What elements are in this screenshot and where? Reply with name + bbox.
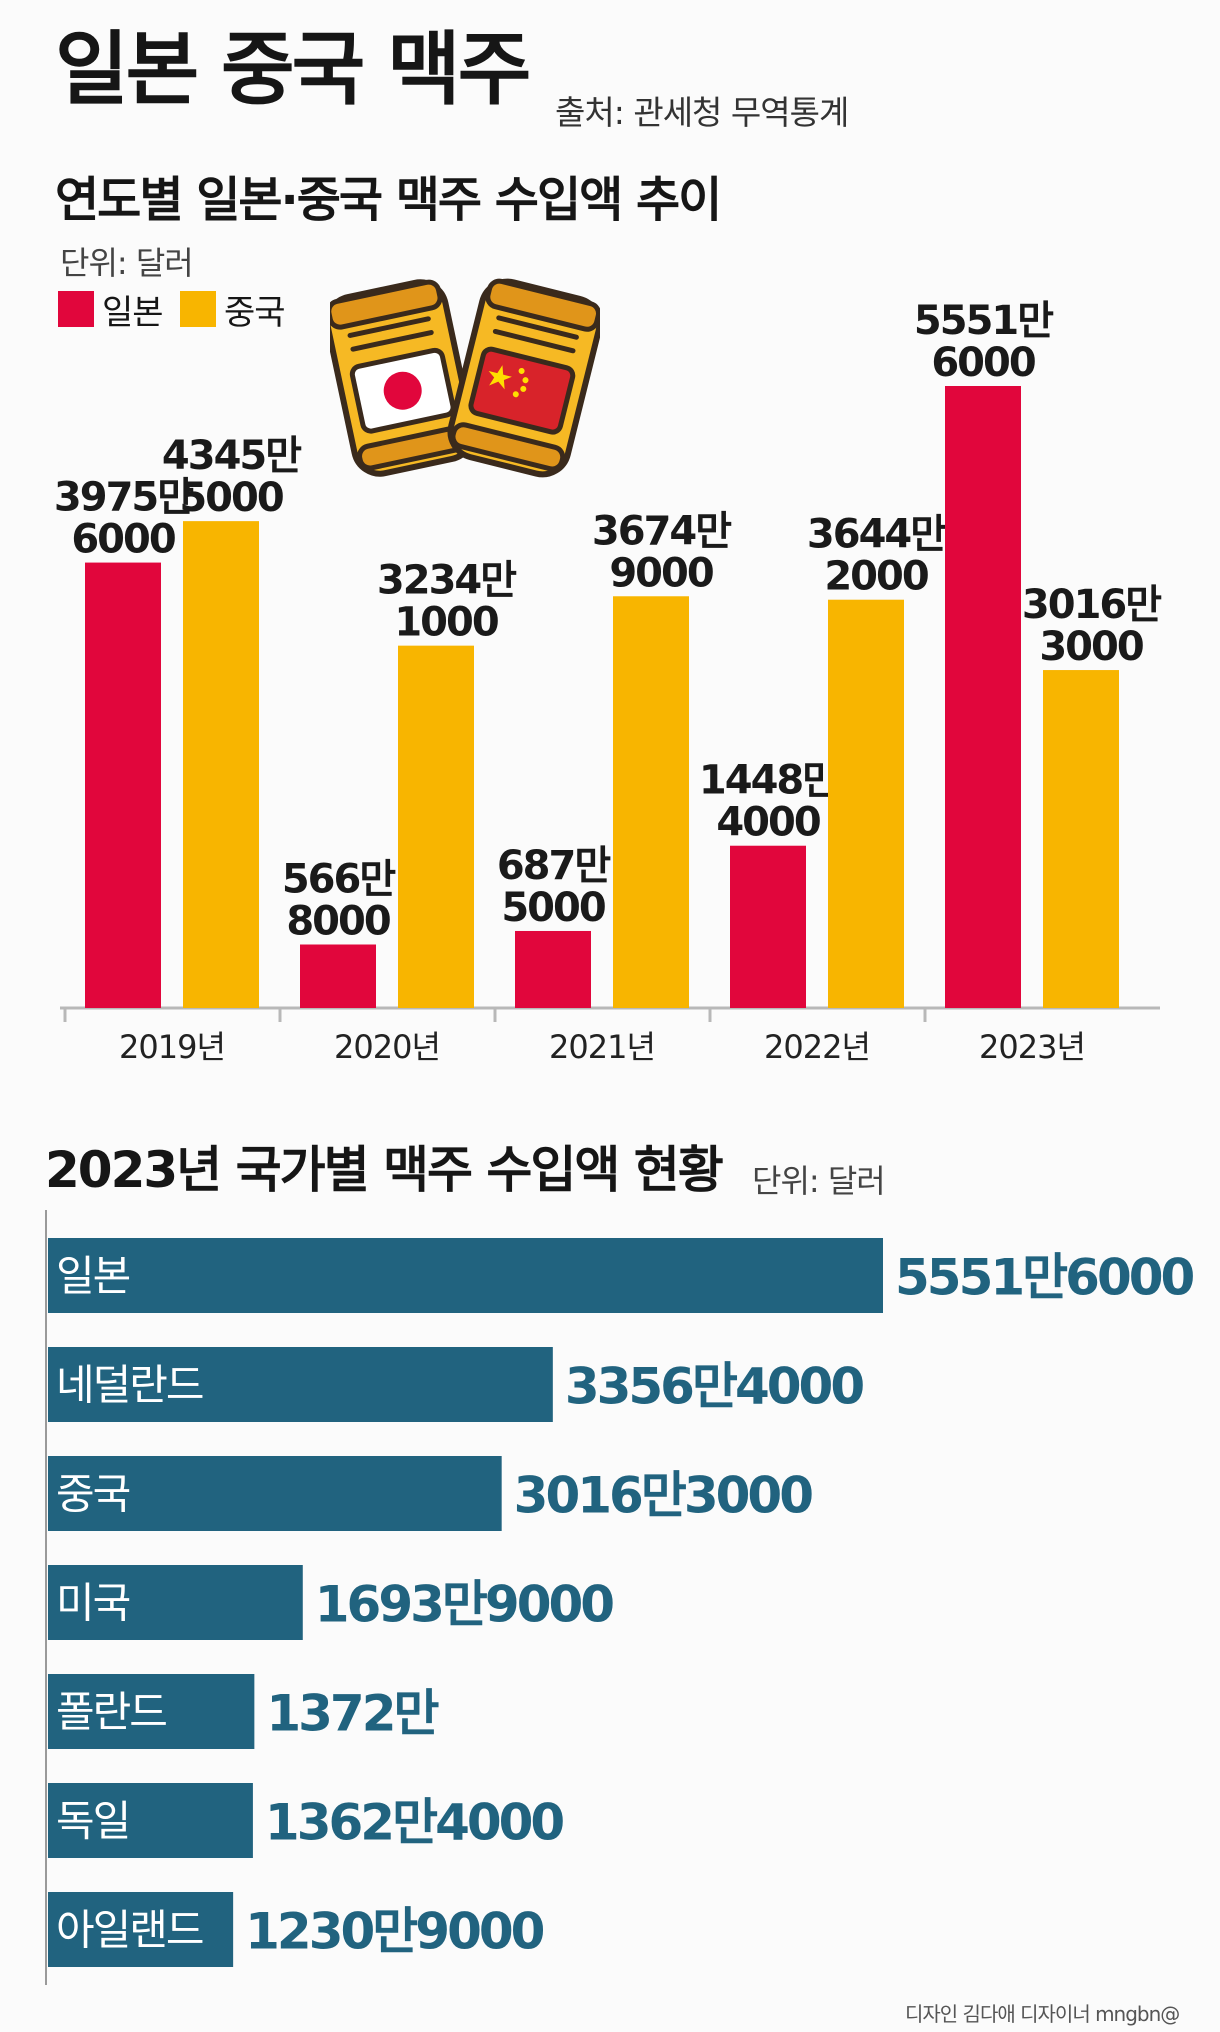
bar-country xyxy=(48,1347,553,1422)
value-label: 1230만9000 xyxy=(245,1903,544,1961)
bar-japan xyxy=(945,386,1021,1008)
country-label: 독일 xyxy=(56,1797,129,1846)
source-note: 출처: 관세청 무역통계 xyxy=(555,93,849,132)
x-tick-label: 2020년 xyxy=(334,1028,440,1066)
country-label: 폴란드 xyxy=(56,1688,166,1737)
value-label: 1362만4000 xyxy=(265,1794,564,1852)
data-label: 3234만 xyxy=(377,558,517,604)
bar-japan xyxy=(730,845,806,1008)
data-label: 9000 xyxy=(609,550,712,596)
bar-country xyxy=(48,1456,502,1531)
data-label: 6000 xyxy=(71,517,174,563)
design-credit: 디자인 김다애 디자이너 mngbn@ xyxy=(905,2002,1180,2026)
bar-china xyxy=(1043,670,1119,1008)
bar-country xyxy=(48,1892,234,1967)
japan-beer-can-icon xyxy=(330,279,476,477)
data-label: 687만 xyxy=(497,843,611,889)
data-label: 5551만 xyxy=(914,298,1054,344)
bar-japan xyxy=(515,930,591,1008)
bar-country xyxy=(48,1565,303,1640)
data-label: 1000 xyxy=(394,600,497,646)
data-label: 5000 xyxy=(179,475,282,521)
data-label: 3016만 xyxy=(1022,582,1162,628)
value-label: 3016만3000 xyxy=(514,1467,813,1525)
country-label: 네덜란드 xyxy=(56,1361,203,1410)
data-label: 3000 xyxy=(1039,624,1142,670)
data-label: 1448만 xyxy=(699,758,839,804)
chart2-title: 2023년 국가별 맥주 수입액 현황 xyxy=(45,1141,724,1199)
data-label: 4345만 xyxy=(162,433,302,479)
legend-label-japan: 일본 xyxy=(102,292,164,333)
bar-china xyxy=(183,521,259,1008)
data-label: 3975만 xyxy=(54,475,194,521)
yearly-import-bar-chart: 2019년3975만60004345만50002020년566만80003234… xyxy=(54,298,1164,1066)
x-tick-label: 2023년 xyxy=(979,1028,1085,1066)
country-label: 미국 xyxy=(56,1579,130,1628)
value-label: 3356만4000 xyxy=(565,1358,864,1416)
data-label: 8000 xyxy=(286,898,389,944)
page-title: 일본 중국 맥주 xyxy=(55,23,531,116)
country-label: 일본 xyxy=(56,1252,130,1301)
value-label: 1372만 xyxy=(266,1685,439,1743)
bar-japan xyxy=(85,562,161,1008)
chart2-unit: 단위: 달러 xyxy=(752,1162,886,1200)
x-tick-label: 2019년 xyxy=(119,1028,225,1066)
data-label: 4000 xyxy=(716,800,819,846)
beer-cans-illustration xyxy=(330,278,600,478)
legend-swatch-japan xyxy=(58,291,94,327)
bar-china xyxy=(613,596,689,1008)
data-label: 5000 xyxy=(501,885,604,931)
china-beer-can-icon xyxy=(447,278,600,478)
bar-country xyxy=(48,1783,253,1858)
bar-china xyxy=(398,645,474,1008)
legend-label-china: 중국 xyxy=(224,292,286,333)
legend-item-japan: 일본 xyxy=(58,290,164,333)
legend-item-china: 중국 xyxy=(180,290,286,333)
chart1-title: 연도별 일본·중국 맥주 수입액 추이 xyxy=(55,172,722,228)
value-label: 1693만9000 xyxy=(315,1576,614,1634)
x-tick-label: 2021년 xyxy=(549,1028,655,1066)
chart1-unit: 단위: 달러 xyxy=(60,244,194,282)
data-label: 3644만 xyxy=(807,512,947,558)
bar-country xyxy=(48,1674,255,1749)
data-label: 3674만 xyxy=(592,508,732,554)
bar-country xyxy=(48,1238,883,1313)
data-label: 566만 xyxy=(282,856,396,902)
bar-china xyxy=(828,599,904,1008)
country-label: 중국 xyxy=(56,1470,130,1519)
country-label: 아일랜드 xyxy=(56,1906,203,1955)
data-label: 2000 xyxy=(824,554,927,600)
bar-japan xyxy=(300,944,376,1008)
data-label: 6000 xyxy=(931,340,1034,386)
x-tick-label: 2022년 xyxy=(764,1028,870,1066)
value-label: 5551만6000 xyxy=(895,1249,1194,1307)
legend-swatch-china xyxy=(180,291,216,327)
